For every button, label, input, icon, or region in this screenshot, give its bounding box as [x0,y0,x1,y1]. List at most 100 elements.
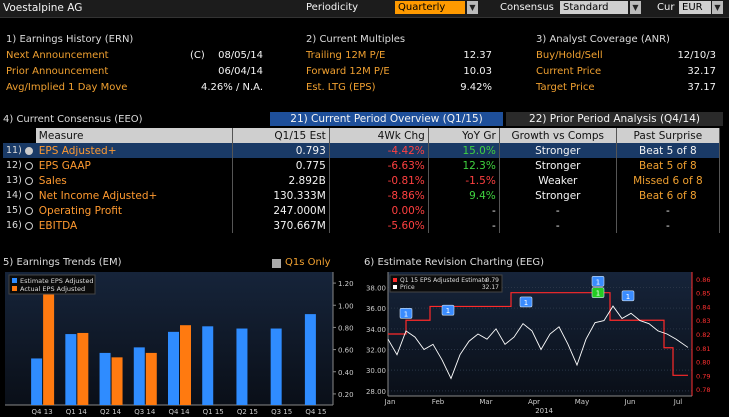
consensus-chevron-icon[interactable]: ▼ [630,1,641,14]
table-row[interactable]: 15) Operating Profit 247.000M 0.00% - - - [3,203,721,218]
surprise-cell: Missed 6 of 8 [616,173,721,188]
table-row[interactable]: 11) EPS Adjusted+ 0.793 -4.42% 15.0% Stronger… [3,143,721,158]
row-number-label: 16) [6,220,22,231]
bar [304,314,316,405]
yoy-cell: - [428,218,500,233]
growth-cell: Weaker [499,173,617,188]
growth-cell: Stronger [499,143,617,158]
legend-swatch [393,285,397,289]
expand-circle-icon[interactable] [24,161,33,170]
y-left-tick-label: 32.00 [366,347,386,355]
bar [270,328,282,405]
y-right-tick-label: 0.79 [696,372,710,380]
periodicity-dropdown[interactable]: Quarterly [395,1,465,14]
expand-circle-icon[interactable] [24,191,33,200]
marker-label: 1 [626,293,630,301]
tab-prior-period[interactable]: 22) Prior Period Analysis (Q4/14) [506,112,723,126]
revision-marker[interactable]: 1 [591,275,605,287]
y-tick-label: 1.00 [338,302,354,310]
growth-cell: - [499,218,617,233]
periodicity-chevron-icon[interactable]: ▼ [467,1,478,14]
col-chg[interactable]: 4Wk Chg [329,128,429,143]
table-row[interactable]: 14) Net Income Adjusted+ 130.333M -8.86% 9.4… [3,188,721,203]
bar [31,358,43,405]
yoy-cell: 9.4% [428,188,500,203]
consensus-header-row: Measure Q1/15 Est 4Wk Chg YoY Gr Growth … [3,128,721,143]
analyst-coverage-title[interactable]: 3) Analyst Coverage (ANR) [536,34,670,45]
revision-marker[interactable]: 1 [621,290,635,302]
x-tick-label: Q3 14 [134,408,156,416]
chg-cell: -8.86% [329,188,429,203]
expand-circle-icon[interactable] [24,146,33,155]
avg-move-label: Avg/Implied 1 Day Move [6,82,128,93]
row-number-label: 12) [6,160,22,171]
tab-current-period[interactable]: 21) Current Period Overview (Q1/15) [270,112,503,126]
legend-label: Estimate EPS Adjusted [20,277,93,285]
x-tick-label: Mar [479,398,492,406]
expand-circle-icon[interactable] [24,206,33,215]
revision-marker[interactable]: 1 [591,287,605,298]
year-label: 2014 [535,407,553,415]
x-tick-label: Q1 14 [66,408,88,416]
row-number-label: 13) [6,175,22,186]
consensus-title[interactable]: 4) Current Consensus (EEO) [3,114,143,125]
est-cell: 2.892B [232,173,330,188]
surprise-cell: - [616,203,721,218]
x-tick-label: Q4 13 [32,408,53,416]
col-growth[interactable]: Growth vs Comps [499,128,617,143]
revision-marker[interactable]: 1 [519,296,533,308]
top-bar: Voestalpine AG Periodicity Quarterly ▼ C… [0,0,729,18]
growth-cell: Stronger [499,188,617,203]
currency-chevron-icon[interactable]: ▼ [712,1,723,14]
row-number: 15) [3,203,36,218]
growth-cell: Stronger [499,158,617,173]
row-number-label: 14) [6,190,22,201]
table-row[interactable]: 16) EBITDA 370.667M -5.60% - - - [3,218,721,233]
currency-dropdown[interactable]: EUR [679,1,711,14]
buy-hold-sell-value: 12/10/3 [677,50,716,61]
y-right-tick-label: 0.84 [696,303,710,311]
x-tick-label: Jan [384,398,396,406]
y-right-tick-label: 0.86 [696,276,710,284]
y-right-tick-label: 0.82 [696,331,710,339]
row-number: 14) [3,188,36,203]
revision-chart-title[interactable]: 6) Estimate Revision Charting (EEG) [364,257,545,268]
trailing-pe-label: Trailing 12M P/E [306,50,386,61]
legend-estimate-label: Q1 15 EPS Adjusted Estimate [400,277,488,284]
x-tick-label: Feb [432,398,445,406]
consensus-dropdown[interactable]: Standard [560,1,628,14]
q1s-only-checkbox[interactable] [272,259,281,268]
col-measure[interactable]: Measure [35,128,233,143]
table-row[interactable]: 13) Sales 2.892B -0.81% -1.5% Weaker Missed 6 … [3,173,721,188]
col-est[interactable]: Q1/15 Est [232,128,330,143]
surprise-cell: Beat 5 of 8 [616,143,721,158]
current-multiples-title[interactable]: 2) Current Multiples [306,34,406,45]
table-row[interactable]: 12) EPS GAAP 0.775 -6.63% 12.3% Stronger Beat … [3,158,721,173]
revision-marker[interactable]: 1 [441,304,455,316]
y-right-tick-label: 0.83 [696,317,710,325]
chg-cell: 0.00% [329,203,429,218]
expand-circle-icon[interactable] [24,176,33,185]
x-tick-label: Q1 15 [203,408,224,416]
surprise-cell: Beat 6 of 8 [616,188,721,203]
expand-circle-icon[interactable] [24,221,33,230]
earnings-trends-title[interactable]: 5) Earnings Trends (EM) [3,257,122,268]
est-cell: 370.667M [232,218,330,233]
revision-marker[interactable]: 1 [399,308,413,319]
legend-swatch [12,286,17,291]
yoy-cell: - [428,203,500,218]
earnings-history-title[interactable]: 1) Earnings History (ERN) [6,34,134,45]
yoy-cell: 12.3% [428,158,500,173]
earnings-trends-chart: 0.20 0.40 0.60 0.80 1.00 1.20 Q4 13 Q1 14 Q2 14 Q… [5,272,354,416]
trailing-pe-value: 12.37 [463,50,492,61]
chg-cell: -0.81% [329,173,429,188]
col-surprise[interactable]: Past Surprise [616,128,721,143]
x-tick-label: Q2 15 [237,408,258,416]
y-tick-label: 0.20 [338,391,354,399]
target-price-value: 37.17 [687,82,716,93]
y-left-tick-label: 36.00 [366,305,386,313]
consensus-table: Measure Q1/15 Est 4Wk Chg YoY Gr Growth … [3,128,721,233]
measure-cell: Net Income Adjusted+ [35,188,233,203]
x-tick-label: Jun [624,398,636,406]
col-yoy[interactable]: YoY Gr [428,128,500,143]
